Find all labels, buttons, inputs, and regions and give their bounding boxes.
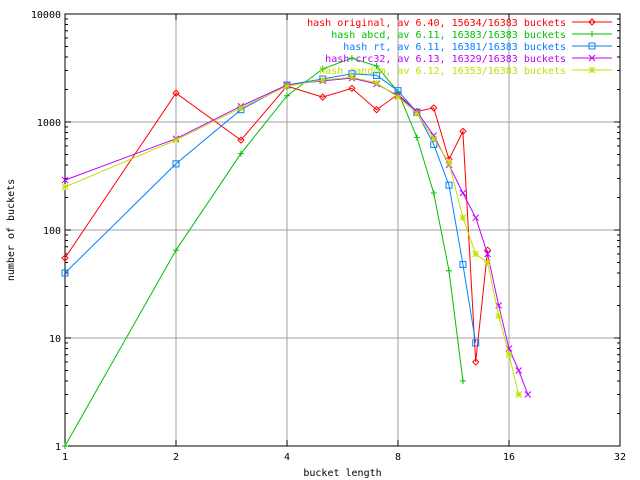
- y-axis-label: number of buckets: [6, 179, 17, 281]
- data-point-diamond: [348, 84, 356, 93]
- data-point-x: [472, 214, 480, 222]
- series-line: [64, 85, 489, 363]
- data-point-plus: [373, 63, 380, 70]
- legend-entry-2: hash abcd, av 6.11, 16383/16383 buckets: [331, 30, 612, 41]
- data-point-diamond: [372, 105, 381, 114]
- data-point-square: [588, 42, 596, 50]
- data-point-square: [373, 71, 381, 79]
- data-point-plus: [173, 247, 179, 254]
- series-2: [62, 55, 466, 449]
- data-point-plus: [319, 65, 326, 72]
- data-point-star: [515, 391, 523, 398]
- data-point-star: [459, 214, 467, 222]
- x-tick-label: 8: [395, 452, 401, 463]
- data-point-plus: [62, 443, 68, 449]
- series-5: [61, 73, 523, 398]
- y-tick-label: 1: [55, 442, 61, 453]
- data-point-star: [505, 351, 513, 359]
- data-point-diamond: [588, 18, 596, 26]
- x-tick-label: 1: [62, 452, 68, 463]
- y-tick-label: 1000: [37, 118, 61, 129]
- data-point-plus: [459, 377, 466, 384]
- data-point-plus: [445, 267, 452, 274]
- x-tick-label: 4: [284, 452, 290, 463]
- data-point-diamond: [172, 89, 180, 97]
- data-point-star: [61, 183, 69, 191]
- data-point-diamond: [430, 104, 438, 112]
- legend-label: hash abcd, av 6.11, 16383/16383 buckets: [331, 30, 566, 41]
- x-tick-label: 16: [503, 452, 515, 463]
- data-point-square: [472, 339, 480, 347]
- series-line: [64, 57, 464, 447]
- data-point-diamond: [61, 254, 69, 262]
- data-point-square: [394, 87, 402, 95]
- legend-entry-3: hash rt, av 6.11, 16381/16383 buckets: [343, 42, 612, 53]
- data-point-x: [484, 250, 491, 258]
- data-point-square: [445, 181, 453, 189]
- data-point-plus: [589, 31, 595, 37]
- data-point-x: [588, 54, 596, 62]
- y-tick-label: 10000: [31, 10, 61, 21]
- x-tick-label: 32: [614, 452, 626, 463]
- data-point-star: [413, 110, 421, 117]
- data-point-plus: [430, 190, 437, 197]
- axes: 1 2 4 8 16 32 1 10 100 1000 10000: [31, 10, 626, 463]
- data-point-x: [524, 391, 532, 398]
- data-point-x: [515, 367, 523, 374]
- data-point-star: [348, 73, 356, 81]
- legend-label: hash crc32, av 6.13, 16329/16383 buckets: [325, 54, 566, 65]
- data-point-diamond: [319, 93, 327, 101]
- data-point-star: [319, 76, 327, 84]
- data-point-diamond: [459, 127, 467, 136]
- data-point-diamond: [472, 358, 480, 366]
- y-tick-label: 10: [49, 334, 61, 345]
- data-point-x: [430, 132, 438, 139]
- data-point-diamond: [237, 136, 245, 144]
- data-point-square: [459, 260, 467, 268]
- data-point-star: [394, 93, 402, 101]
- data-point-square: [172, 160, 180, 168]
- data-point-star: [172, 136, 180, 144]
- legend-label: hash random, av 6.12, 16353/16383 bucket…: [319, 66, 566, 77]
- data-point-square: [61, 269, 69, 277]
- legend-label: hash rt, av 6.11, 16381/16383 buckets: [343, 42, 566, 53]
- data-point-x: [61, 176, 69, 184]
- data-point-star: [588, 66, 596, 74]
- data-point-star: [283, 82, 291, 90]
- series-line: [64, 77, 529, 395]
- data-point-star: [472, 250, 480, 258]
- data-point-star: [445, 159, 453, 167]
- x-tick-label: 2: [173, 452, 179, 463]
- data-point-plus: [284, 92, 290, 99]
- legend: hash original, av 6.40, 15634/16383 buck…: [307, 18, 612, 77]
- data-point-star: [430, 135, 438, 143]
- data-point-plus: [237, 150, 244, 157]
- data-point-star: [373, 79, 380, 87]
- data-point-star: [495, 312, 503, 320]
- series-group: [61, 55, 532, 449]
- legend-entry-1: hash original, av 6.40, 15634/16383 buck…: [307, 18, 612, 29]
- legend-label: hash original, av 6.40, 15634/16383 buck…: [307, 18, 566, 29]
- data-point-star: [237, 104, 245, 112]
- legend-entry-4: hash crc32, av 6.13, 16329/16383 buckets: [325, 54, 612, 65]
- y-tick-label: 100: [43, 226, 61, 237]
- data-point-star: [484, 259, 491, 266]
- legend-entry-5: hash random, av 6.12, 16353/16383 bucket…: [319, 66, 612, 77]
- x-axis-label: bucket length: [303, 468, 381, 479]
- data-point-plus: [348, 55, 355, 62]
- data-point-plus: [413, 134, 420, 141]
- data-point-x: [459, 189, 467, 197]
